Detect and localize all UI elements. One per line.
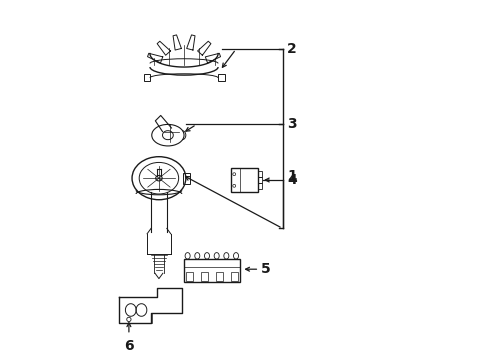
Bar: [144, 74, 150, 81]
Text: 1: 1: [287, 170, 297, 183]
Bar: [231, 271, 238, 281]
Bar: [231, 168, 258, 192]
Bar: [183, 173, 190, 184]
Bar: [258, 183, 262, 189]
Bar: [258, 171, 262, 177]
Bar: [258, 177, 262, 183]
Bar: [184, 259, 240, 282]
Bar: [201, 271, 208, 281]
Text: 4: 4: [287, 173, 297, 187]
Text: 2: 2: [287, 42, 297, 56]
Text: 6: 6: [124, 339, 134, 354]
Bar: [216, 271, 223, 281]
Bar: [186, 271, 193, 281]
Text: 3: 3: [287, 117, 296, 131]
Bar: [218, 74, 224, 81]
Text: 5: 5: [261, 262, 271, 276]
